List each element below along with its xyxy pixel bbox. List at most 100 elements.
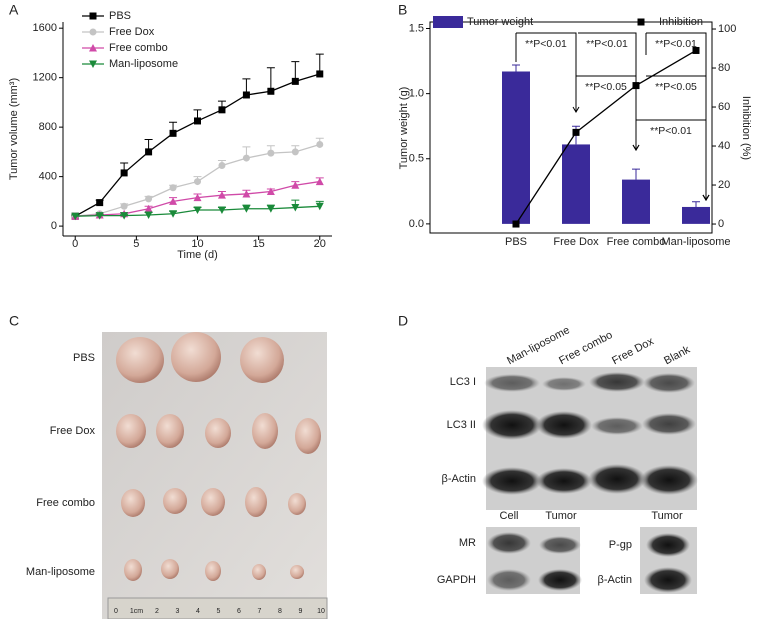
- annotation: **P<0.01: [650, 125, 692, 137]
- marker: [89, 60, 97, 68]
- marker: [217, 191, 226, 199]
- y2-tick-label: 80: [718, 62, 730, 74]
- marker: [218, 161, 226, 169]
- legend-label: Free combo: [109, 42, 168, 54]
- row-label: P-gp: [609, 539, 632, 551]
- y-tick-label: 0.0: [409, 218, 424, 230]
- y-tick-label: 400: [39, 171, 57, 183]
- row-label: β-Actin: [442, 473, 476, 485]
- x-tick-label: Free combo: [607, 236, 666, 248]
- y-tick-label: 0.5: [409, 153, 424, 165]
- tumor-photo: [102, 332, 328, 619]
- x-tick-label: 15: [253, 238, 265, 250]
- marker: [169, 129, 177, 137]
- marker: [266, 187, 275, 195]
- bar: [682, 206, 710, 224]
- ruler-label: 1cm: [130, 608, 143, 615]
- x-tick-label: Man-liposome: [661, 236, 730, 248]
- legend-label: PBS: [109, 10, 131, 22]
- marker: [218, 106, 226, 114]
- y2-tick-label: 60: [718, 101, 730, 113]
- ruler-label: 8: [278, 608, 282, 615]
- legend-label: Tumor weight: [467, 16, 533, 28]
- panel-label: A: [9, 2, 19, 18]
- error-bar: [632, 168, 640, 180]
- row-label: MR: [459, 537, 476, 549]
- y2-tick-label: 0: [718, 218, 724, 230]
- y-axis-label: Tumor weight (g): [398, 87, 410, 170]
- marker: [144, 204, 153, 213]
- marker: [89, 44, 97, 52]
- marker: [145, 195, 153, 203]
- y-axis-label: Tumor volume (mm³): [8, 78, 20, 180]
- legend-label: Inhibition: [659, 16, 703, 28]
- ruler-label: 3: [176, 608, 180, 615]
- error-bar: [512, 64, 520, 72]
- marker: [291, 204, 300, 212]
- ruler-label: 10: [317, 608, 325, 615]
- y-tick-label: 0: [51, 220, 57, 232]
- legend-label: Man-liposome: [109, 58, 178, 70]
- row-label: Man-liposome: [26, 566, 95, 578]
- annotation: **P<0.05: [655, 81, 697, 93]
- marker: [169, 197, 178, 205]
- x-tick-label: PBS: [505, 236, 527, 248]
- marker: [572, 128, 580, 136]
- marker: [194, 178, 201, 186]
- ruler-label: 7: [258, 608, 262, 615]
- y-tick-label: 1600: [33, 22, 57, 34]
- series-line: [515, 49, 697, 225]
- marker: [193, 193, 202, 202]
- marker: [692, 46, 700, 54]
- plot-frame: [429, 21, 713, 234]
- ruler-label: 9: [299, 608, 303, 615]
- marker: [120, 212, 129, 220]
- row-label: LC3 I: [450, 376, 476, 388]
- y2-tick-label: 20: [718, 179, 730, 191]
- marker: [169, 210, 178, 218]
- marker: [145, 148, 153, 156]
- error-bar: [266, 67, 275, 92]
- x-tick-label: Free Dox: [553, 236, 599, 248]
- column-label: Cell: [500, 510, 519, 522]
- y-tick-label: 1.0: [409, 88, 424, 100]
- column-label: Tumor: [651, 510, 683, 522]
- ruler-label: 2: [155, 608, 159, 615]
- x-tick-label: 20: [314, 238, 326, 250]
- annotation: **P<0.01: [525, 38, 567, 50]
- y2-tick-label: 100: [718, 23, 736, 35]
- bar: [502, 71, 530, 224]
- marker: [242, 189, 251, 198]
- marker: [95, 212, 104, 220]
- marker: [512, 220, 520, 228]
- marker: [267, 149, 275, 157]
- annotation: **P<0.01: [586, 38, 628, 50]
- row-label: GAPDH: [437, 574, 476, 586]
- y-tick-label: 800: [39, 121, 57, 133]
- marker: [316, 70, 324, 78]
- panel-label: B: [398, 2, 407, 18]
- marker: [169, 184, 177, 192]
- panel-label: C: [9, 313, 19, 329]
- marker: [316, 140, 324, 148]
- significance-bracket: [646, 75, 710, 201]
- annotation: **P<0.05: [585, 81, 627, 93]
- x-axis-label: Time (d): [177, 249, 218, 261]
- y-tick-label: 1.5: [409, 22, 424, 34]
- marker: [144, 211, 153, 219]
- bar: [622, 179, 650, 224]
- panel-label: D: [398, 313, 408, 329]
- row-label: β-Actin: [598, 574, 632, 586]
- marker: [71, 212, 80, 221]
- error-bar: [692, 201, 700, 207]
- x-tick-label: 0: [72, 238, 78, 250]
- lane-label: Blank: [662, 343, 692, 367]
- annotation: **P<0.01: [655, 38, 697, 50]
- ruler-label: 6: [237, 608, 241, 615]
- marker: [242, 154, 250, 162]
- marker: [217, 206, 226, 215]
- x-tick-label: 10: [191, 238, 203, 250]
- marker: [315, 177, 324, 186]
- significance-bracket: [635, 119, 710, 201]
